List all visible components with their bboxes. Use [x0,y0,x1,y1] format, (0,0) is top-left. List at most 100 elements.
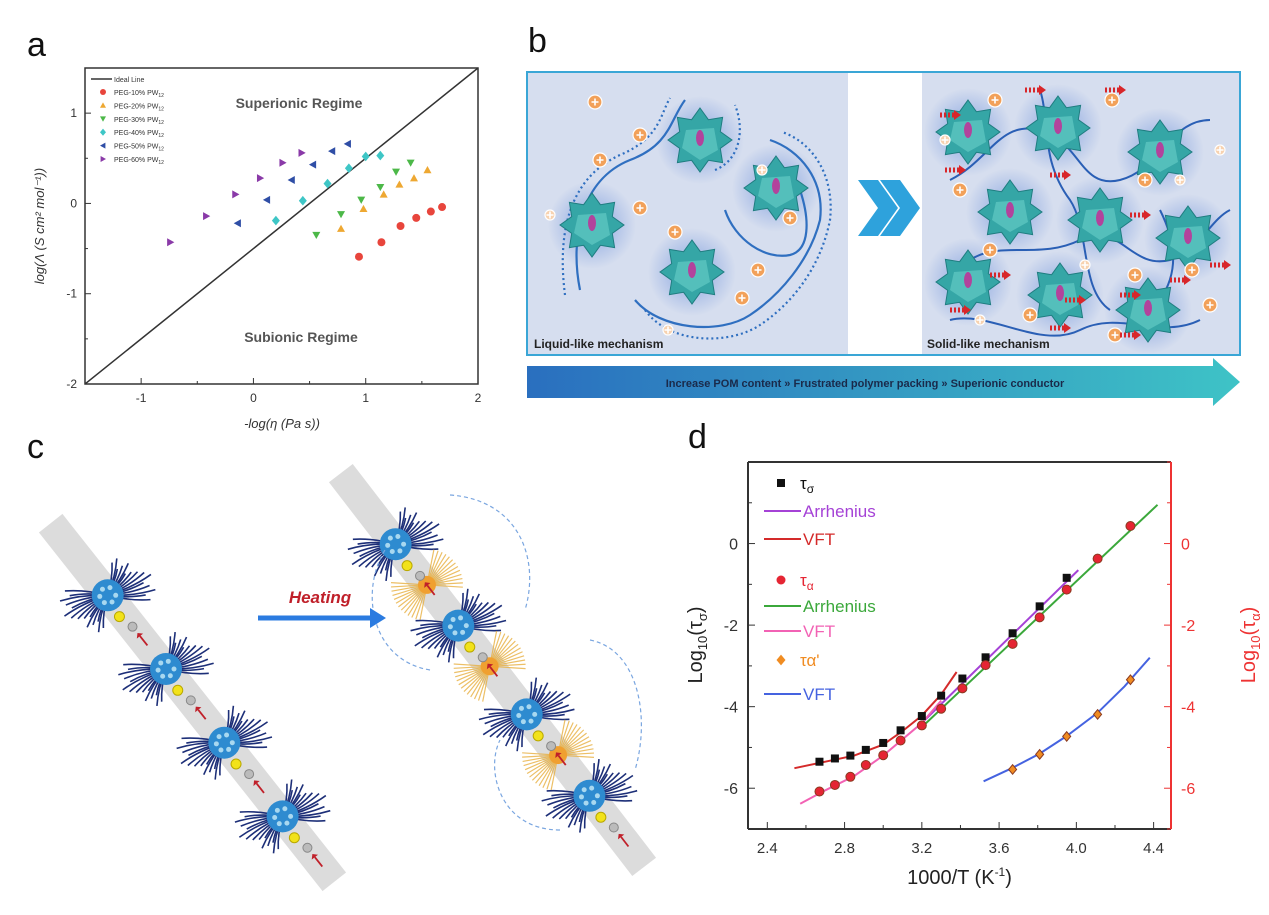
data-point [1034,612,1045,623]
nanocluster-dot [458,615,464,621]
cluster-center [964,122,972,138]
cation-icon [756,164,768,176]
red-arrow-icon [1050,170,1071,180]
plus-icon [941,136,949,144]
nanocluster [150,653,196,706]
nanocluster [573,779,619,833]
cation-icon [782,210,798,226]
vacancy [608,822,619,833]
data-point [1092,553,1103,564]
legend-subscript: α [807,579,814,593]
vacancy [127,621,138,632]
red-arrow-icon [311,854,324,868]
panel-label-a: a [27,26,46,64]
nanocluster-dot [224,732,230,738]
legend-marker [777,479,785,487]
pom-cluster [667,107,733,173]
nanocluster-dot [276,821,282,827]
plus-icon [596,156,604,164]
data-point [379,190,388,198]
data-point [287,175,295,184]
yellow-ion [401,560,413,572]
nanocluster [379,528,426,581]
yellow-ion [172,684,184,696]
data-point [423,166,432,174]
melted-brush [453,630,526,702]
plus-icon [636,204,644,212]
red-arrow-icon [1120,330,1141,340]
cation-icon [982,242,998,258]
yellow-ion [288,832,300,844]
legend-marker [100,102,106,108]
red-arrow-icon [1065,295,1086,305]
migration-arrows [136,582,630,868]
cluster-center [1096,210,1104,226]
nanocluster-dot [97,593,103,599]
data-point [395,180,404,188]
plot-frame [84,67,479,385]
cation-icon [1184,262,1200,278]
cluster-center [1056,285,1064,301]
plus-icon [1141,176,1149,184]
legend-label: PEG-30% PW12 [114,117,164,126]
cation-icon [987,92,1003,108]
yellow-ion [464,641,476,653]
panel-label-c: c [27,428,44,466]
red-arrow-shaft [139,635,149,647]
nanocluster-dot [532,711,538,717]
series-1 [815,573,1071,766]
x-tick-label: -1 [136,391,147,405]
data-point [1062,573,1071,582]
vacancy [415,570,426,581]
cation-icon [632,200,648,216]
nanocluster-layer [91,528,619,853]
x-tick-label: 1 [362,391,369,405]
nanocluster-dot [218,747,224,753]
red-arrow-head [964,305,971,315]
x-tick-label: 3.2 [911,840,932,857]
y-axis-label-right-inner-sub: α [1248,613,1263,621]
red-arrow-head [1134,290,1141,300]
legend-label: Arrhenius [803,597,876,616]
cation-icon [1022,307,1038,323]
cation-icon [734,290,750,306]
red-arrow-head [311,854,318,860]
y-tick-label: -2 [66,377,77,391]
y-axis-label-right-inner: (τ [1238,621,1260,636]
red-arrow-shaft [197,709,207,720]
legend: τσ Arrhenius VFT τα Arrhenius VFT τα' VFT [764,474,876,704]
red-arrow-icon [1130,210,1151,220]
data-point [896,726,905,735]
vacancy [302,842,313,853]
solid-like-label: Solid-like mechanism [927,337,1050,351]
data-point [337,224,346,232]
cation-icon [1137,172,1153,188]
data-point [343,139,351,148]
plus-icon [636,131,644,139]
cation-icon [1079,259,1091,271]
fit-line-vft-5 [983,657,1151,783]
double-chevron-icon [858,180,920,236]
nanocluster-dot [155,667,161,673]
nanocluster-dot [216,734,222,740]
data-point [376,150,385,161]
plus-icon [671,228,679,236]
pom-cluster [1115,277,1181,343]
pom-cluster [559,192,625,258]
red-arrow-icon [1025,85,1046,95]
vacancy [185,695,196,706]
subionic-regime-label: Subionic Regime [244,329,358,345]
red-arrow-head [424,582,431,588]
fit-line-arrhenius-1 [921,569,1079,724]
vacancy [477,652,488,663]
data-point [916,720,927,731]
data-point [1008,629,1017,638]
red-arrow-head [253,780,260,786]
series-2 [814,521,1136,797]
legend-marker [100,156,106,162]
nanocluster-dot [460,629,466,635]
legend-label: VFT [803,685,835,704]
red-arrow-head [954,110,961,120]
nanocluster-dot [213,741,219,747]
data-point [377,238,386,247]
